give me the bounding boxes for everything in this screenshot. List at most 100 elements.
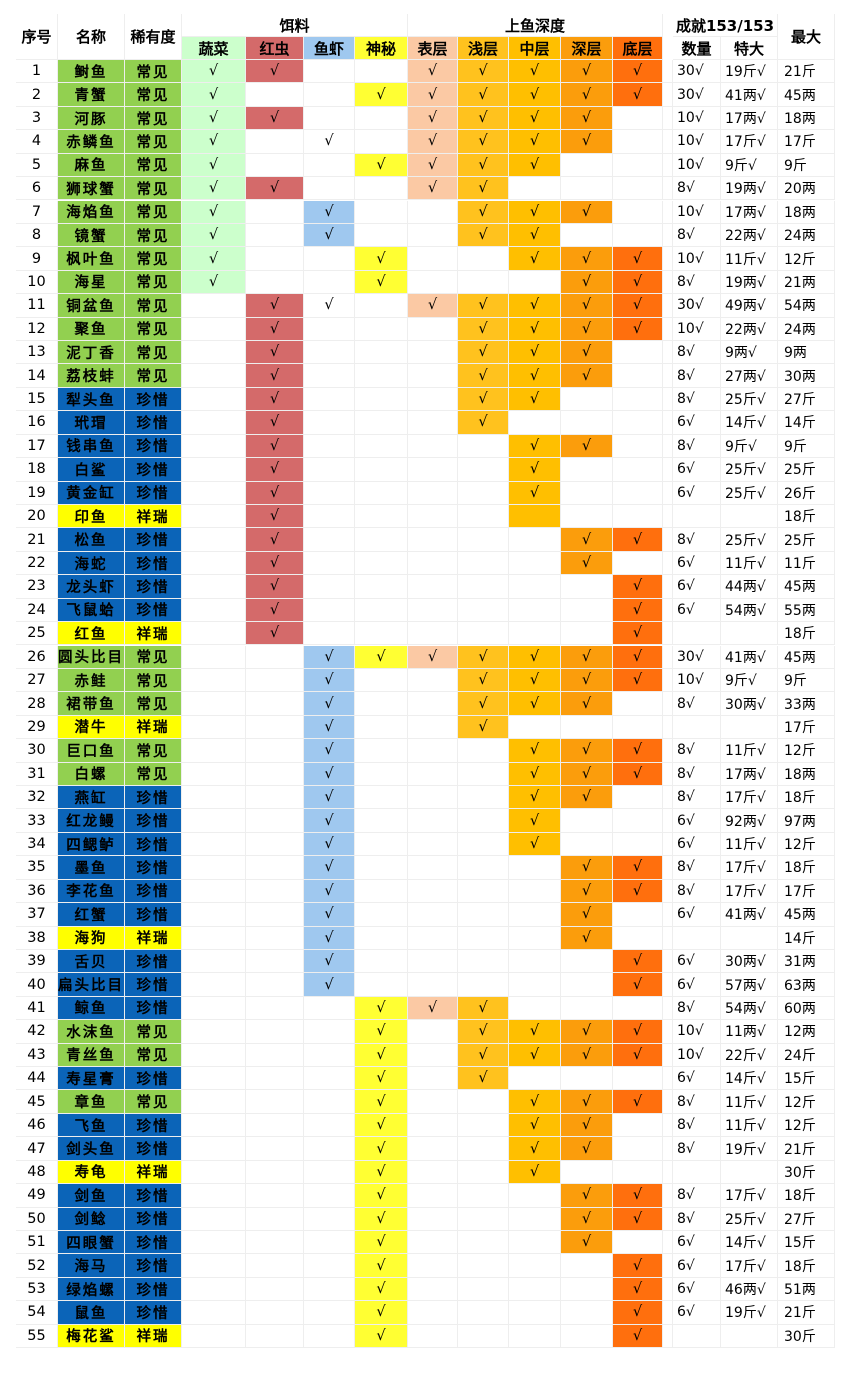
bait-shrimp-cell — [304, 1020, 355, 1044]
bait-veg-cell: √ — [182, 83, 246, 107]
bait-mystery-cell — [355, 528, 408, 552]
table-row: 38 海狗 祥瑞 √ √ 14斤 — [16, 926, 835, 950]
bait-shrimp-cell — [304, 317, 355, 341]
bait-worm-cell — [246, 832, 304, 857]
row-seq: 4 — [16, 130, 58, 154]
row-seq: 8 — [16, 223, 58, 248]
spacer-cell — [663, 177, 673, 201]
bait-mystery-cell — [355, 341, 408, 365]
depth-surface-cell — [408, 1207, 458, 1231]
depth-shallow-cell — [458, 247, 509, 271]
depth-middle-cell — [509, 411, 561, 435]
rarity-precious: 珍惜 — [125, 949, 182, 974]
depth-middle-cell: √ — [509, 247, 561, 271]
table-row: 55 梅花鲨 祥瑞 √ √ 30斤 — [16, 1324, 835, 1349]
bait-shrimp-cell — [304, 528, 355, 552]
fish-name: 狮球蟹 — [58, 177, 125, 201]
depth-deep-cell: √ — [561, 1184, 613, 1208]
count-cell — [673, 504, 721, 529]
bait-veg-cell — [182, 575, 246, 599]
depth-middle-cell: √ — [509, 434, 561, 459]
max-cell: 26斤 — [778, 481, 835, 505]
depth-middle-cell: √ — [509, 60, 561, 84]
row-seq: 47 — [16, 1137, 58, 1161]
table-row: 4 赤鳞鱼 常见 √ √ √ √ √ √ 10√ 17斤√ 17斤 — [16, 130, 835, 154]
depth-deep-cell: √ — [561, 130, 613, 154]
header-depth-shallow: 浅层 — [458, 37, 509, 60]
fish-name: 黄金缸 — [58, 481, 125, 505]
depth-deep-cell: √ — [561, 551, 613, 576]
big-cell — [721, 1160, 778, 1185]
depth-shallow-cell — [458, 622, 509, 646]
fish-name: 白螺 — [58, 762, 125, 786]
depth-deep-cell — [561, 411, 613, 435]
big-cell: 19斤√ — [721, 1137, 778, 1161]
header-depth-group: 上鱼深度 — [408, 14, 663, 37]
depth-deep-cell — [561, 504, 613, 529]
rarity-common: 常见 — [125, 270, 182, 295]
depth-bottom-cell — [613, 458, 663, 482]
bait-veg-cell — [182, 294, 246, 318]
bait-mystery-cell — [355, 387, 408, 412]
depth-middle-cell: √ — [509, 387, 561, 412]
table-row: 46 飞鱼 珍惜 √ √ √ 8√ 11斤√ 12斤 — [16, 1113, 835, 1138]
bait-veg-cell — [182, 341, 246, 365]
depth-surface-cell: √ — [408, 996, 458, 1021]
bait-worm-cell: √ — [246, 434, 304, 459]
depth-middle-cell — [509, 270, 561, 295]
row-seq: 17 — [16, 434, 58, 459]
rarity-precious: 珍惜 — [125, 879, 182, 904]
bait-mystery-cell — [355, 809, 408, 833]
depth-middle-cell: √ — [509, 153, 561, 178]
bait-veg-cell — [182, 926, 246, 950]
big-cell: 46两√ — [721, 1277, 778, 1302]
depth-surface-cell — [408, 879, 458, 904]
row-seq: 16 — [16, 411, 58, 435]
header-depth-surface: 表层 — [408, 37, 458, 60]
depth-bottom-cell — [613, 832, 663, 857]
row-seq: 10 — [16, 270, 58, 295]
count-cell: 6√ — [673, 1254, 721, 1278]
max-cell: 17斤 — [778, 130, 835, 154]
table-row: 19 黄金缸 珍惜 √ √ 6√ 25斤√ 26斤 — [16, 481, 835, 505]
max-cell: 25斤 — [778, 528, 835, 552]
bait-mystery-cell — [355, 504, 408, 529]
bait-worm-cell: √ — [246, 177, 304, 201]
bait-veg-cell — [182, 1301, 246, 1325]
row-seq: 6 — [16, 177, 58, 201]
bait-veg-cell — [182, 809, 246, 833]
fish-name: 海马 — [58, 1254, 125, 1278]
bait-veg-cell — [182, 1067, 246, 1091]
rarity-common: 常见 — [125, 668, 182, 693]
fish-name: 印鱼 — [58, 504, 125, 529]
spacer-cell — [663, 1090, 673, 1114]
table-row: 47 剑头鱼 珍惜 √ √ √ 8√ 19斤√ 21斤 — [16, 1137, 835, 1161]
bait-shrimp-cell — [304, 598, 355, 623]
depth-surface-cell — [408, 411, 458, 435]
count-cell: 10√ — [673, 106, 721, 131]
table-row: 14 荔枝蚌 常见 √ √ √ √ 8√ 27两√ 30两 — [16, 364, 835, 388]
bait-veg-cell — [182, 528, 246, 552]
depth-shallow-cell: √ — [458, 317, 509, 341]
rarity-precious: 珍惜 — [125, 809, 182, 833]
row-seq: 39 — [16, 949, 58, 974]
row-seq: 50 — [16, 1207, 58, 1231]
depth-middle-cell: √ — [509, 832, 561, 857]
big-cell: 27两√ — [721, 364, 778, 388]
bait-worm-cell — [246, 1090, 304, 1114]
bait-worm-cell — [246, 949, 304, 974]
rarity-auspicious: 祥瑞 — [125, 622, 182, 646]
fish-name: 墨鱼 — [58, 856, 125, 880]
count-cell: 6√ — [673, 809, 721, 833]
big-cell: 11斤√ — [721, 551, 778, 576]
max-cell: 20两 — [778, 177, 835, 201]
fish-name: 燕缸 — [58, 786, 125, 810]
row-seq: 11 — [16, 294, 58, 318]
count-cell: 30√ — [673, 294, 721, 318]
fish-name: 泥丁香 — [58, 341, 125, 365]
big-cell: 11斤√ — [721, 1090, 778, 1114]
depth-shallow-cell — [458, 949, 509, 974]
depth-deep-cell: √ — [561, 270, 613, 295]
bait-veg-cell — [182, 832, 246, 857]
depth-shallow-cell: √ — [458, 411, 509, 435]
